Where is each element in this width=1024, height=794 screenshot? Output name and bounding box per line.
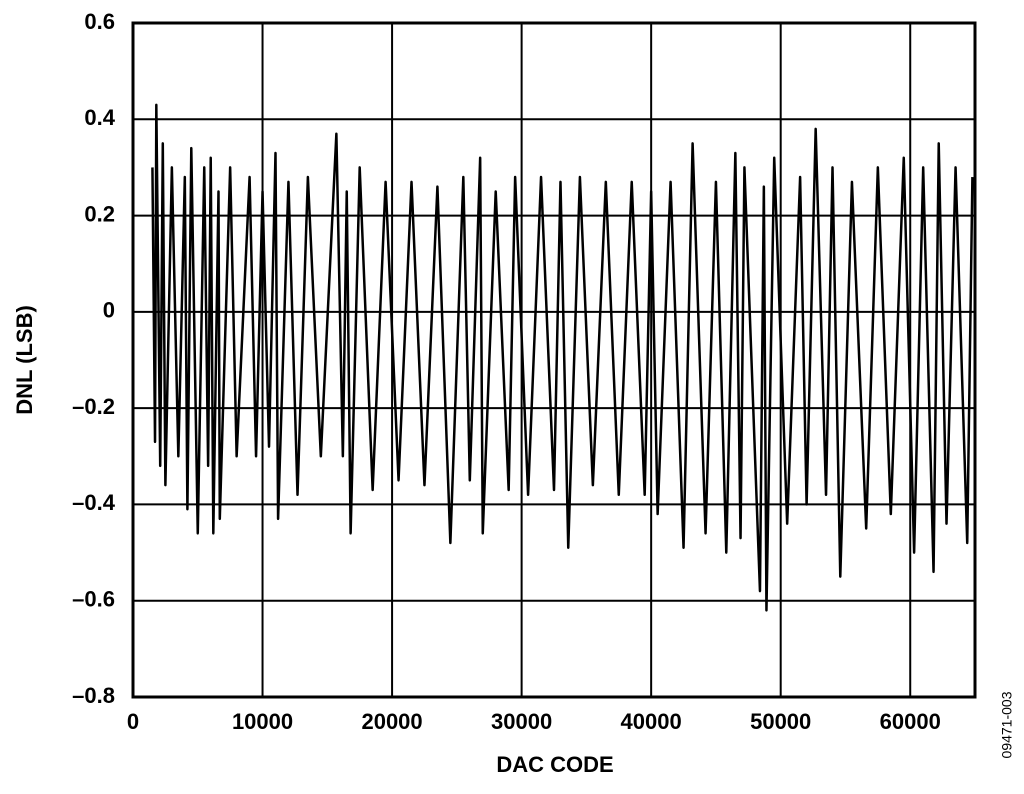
y-tick-label: –0.2 <box>72 394 115 419</box>
x-tick-label: 60000 <box>880 709 941 734</box>
y-tick-label: 0 <box>103 298 115 323</box>
plot-frame <box>131 21 977 699</box>
y-tick-label: 0.4 <box>84 105 115 130</box>
x-tick-label: 10000 <box>232 709 293 734</box>
dnl-line <box>151 103 974 612</box>
y-tick-label: 0.2 <box>84 201 115 226</box>
x-axis-label: DAC CODE <box>496 752 613 777</box>
y-tick-label: 0.6 <box>84 9 115 34</box>
x-tick-label: 20000 <box>361 709 422 734</box>
y-tick-label: –0.4 <box>72 490 116 515</box>
x-tick-label: 0 <box>127 709 139 734</box>
x-tick-label: 30000 <box>491 709 552 734</box>
x-tick-label: 40000 <box>621 709 682 734</box>
x-tick-label: 50000 <box>750 709 811 734</box>
y-tick-label: –0.6 <box>72 587 115 612</box>
y-axis-label: DNL (LSB) <box>12 305 37 415</box>
y-tick-label: –0.8 <box>72 683 115 708</box>
figure-id: 09471-003 <box>999 691 1015 758</box>
